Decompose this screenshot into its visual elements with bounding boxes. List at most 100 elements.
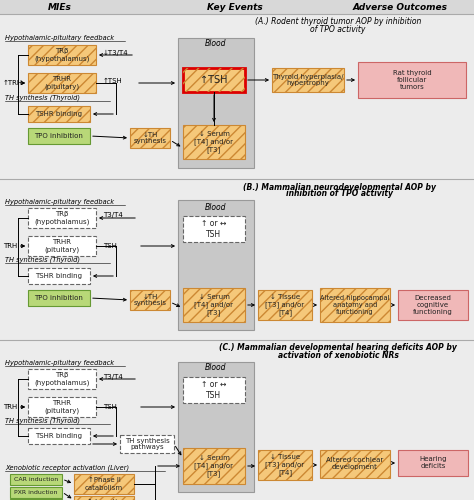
- Text: ↑TSH: ↑TSH: [200, 75, 228, 85]
- Bar: [10, 487, 62, 498]
- Bar: [28, 268, 90, 284]
- Bar: [398, 450, 468, 476]
- Text: Altered hippocampal
anatomy and
functioning: Altered hippocampal anatomy and function…: [320, 295, 390, 315]
- Bar: [74, 496, 134, 500]
- Bar: [130, 290, 170, 310]
- Text: ↓ Tissue
[T3] and/or
[T4]: ↓ Tissue [T3] and/or [T4]: [265, 294, 305, 316]
- Text: (B.) Mammalian neurodevelopmental AOP by: (B.) Mammalian neurodevelopmental AOP by: [244, 182, 437, 192]
- Text: ↓ Serum
[T4] and/or
[T3]: ↓ Serum [T4] and/or [T3]: [194, 455, 234, 477]
- Bar: [183, 125, 245, 159]
- Bar: [10, 474, 62, 485]
- Text: T3/T4: T3/T4: [103, 374, 123, 380]
- Bar: [28, 73, 96, 93]
- Bar: [358, 62, 466, 98]
- Bar: [130, 290, 170, 310]
- Text: TRHR
(pituitary): TRHR (pituitary): [45, 240, 80, 253]
- Bar: [74, 474, 134, 494]
- Text: TH synthesis (Thyroid): TH synthesis (Thyroid): [5, 94, 80, 102]
- Text: Blood: Blood: [205, 364, 227, 372]
- Bar: [28, 428, 90, 444]
- Bar: [28, 208, 96, 228]
- Text: Key Events: Key Events: [207, 2, 263, 12]
- Bar: [74, 474, 134, 494]
- Bar: [28, 106, 90, 122]
- Text: Xenobiotic receptor activation (Liver): Xenobiotic receptor activation (Liver): [5, 464, 129, 471]
- Text: Blood: Blood: [205, 40, 227, 48]
- Text: T3/T4: T3/T4: [103, 212, 123, 218]
- Text: TRHR
(pituitary): TRHR (pituitary): [45, 76, 80, 90]
- Text: ↑ or ↔
TSH: ↑ or ↔ TSH: [201, 380, 227, 400]
- Text: TSH: TSH: [103, 404, 117, 410]
- Text: TRβ
(hypothalamus): TRβ (hypothalamus): [34, 211, 90, 225]
- Bar: [130, 128, 170, 148]
- Bar: [258, 450, 312, 480]
- Bar: [398, 290, 468, 320]
- Bar: [28, 236, 96, 256]
- Bar: [28, 106, 90, 122]
- Text: ↓ Tissue
[T3] and/or
[T4]: ↓ Tissue [T3] and/or [T4]: [265, 454, 305, 476]
- Text: TH synthesis (Thyroid): TH synthesis (Thyroid): [5, 418, 80, 424]
- Bar: [28, 397, 96, 417]
- Bar: [258, 290, 312, 320]
- Bar: [183, 377, 245, 403]
- Bar: [183, 125, 245, 159]
- Text: TRβ
(hypothalamus): TRβ (hypothalamus): [34, 372, 90, 386]
- Bar: [320, 450, 390, 478]
- Text: inhibition of TPO activity: inhibition of TPO activity: [286, 190, 393, 198]
- Bar: [0, 179, 474, 340]
- Text: TRHR
(pituitary): TRHR (pituitary): [45, 400, 80, 414]
- Bar: [320, 288, 390, 322]
- Text: Thyroid hyperplasia/
hypertrophy: Thyroid hyperplasia/ hypertrophy: [272, 74, 344, 86]
- Text: Rat thyroid
follicular
tumors: Rat thyroid follicular tumors: [392, 70, 431, 90]
- Bar: [258, 450, 312, 480]
- Text: Hypothalamic-pituitary feedback: Hypothalamic-pituitary feedback: [5, 199, 114, 205]
- Text: (A.) Rodent thyroid tumor AOP by inhibition: (A.) Rodent thyroid tumor AOP by inhibit…: [255, 18, 421, 26]
- Text: ↑Phase II
catabolism: ↑Phase II catabolism: [85, 478, 123, 490]
- Text: ↓ Serum
[T4] and/or
[T3]: ↓ Serum [T4] and/or [T3]: [194, 294, 234, 316]
- Bar: [183, 68, 245, 92]
- Bar: [183, 288, 245, 322]
- Bar: [272, 68, 344, 92]
- Text: ↑TRH: ↑TRH: [3, 80, 23, 86]
- Text: activation of xenobiotic NRs: activation of xenobiotic NRs: [278, 350, 399, 360]
- Bar: [183, 68, 245, 92]
- Bar: [10, 499, 62, 500]
- Text: TSHR binding: TSHR binding: [36, 433, 82, 439]
- Text: MIEs: MIEs: [48, 2, 72, 12]
- Bar: [0, 0, 474, 14]
- Text: ↑ hepatic
transport: ↑ hepatic transport: [87, 498, 121, 500]
- Text: TPO inhibition: TPO inhibition: [35, 295, 83, 301]
- Text: ↑ or ↔
TSH: ↑ or ↔ TSH: [201, 220, 227, 238]
- Bar: [178, 362, 254, 492]
- Text: Decreased
cognitive
functioning: Decreased cognitive functioning: [413, 295, 453, 315]
- Bar: [320, 450, 390, 478]
- Bar: [28, 128, 90, 144]
- Bar: [320, 288, 390, 322]
- Text: Altered cochlear
development: Altered cochlear development: [327, 458, 383, 470]
- Text: TSHR binding: TSHR binding: [36, 273, 82, 279]
- Bar: [178, 38, 254, 168]
- Bar: [183, 448, 245, 484]
- Text: TRH: TRH: [3, 404, 17, 410]
- Bar: [272, 68, 344, 92]
- Bar: [28, 73, 96, 93]
- Text: ↓TH
synthesis: ↓TH synthesis: [134, 294, 166, 306]
- Text: Hypothalamic-pituitary feedback: Hypothalamic-pituitary feedback: [5, 35, 114, 41]
- Text: TH synthesis
pathways: TH synthesis pathways: [125, 438, 169, 450]
- Bar: [28, 290, 90, 306]
- Text: Hearing
deficits: Hearing deficits: [419, 456, 447, 469]
- Bar: [183, 448, 245, 484]
- Text: ↓TH
synthesis: ↓TH synthesis: [134, 132, 166, 144]
- Text: ↑TSH: ↑TSH: [103, 78, 123, 84]
- Text: (C.) Mammalian developmental hearing deficits AOP by: (C.) Mammalian developmental hearing def…: [219, 344, 457, 352]
- Bar: [0, 14, 474, 179]
- Text: ↓T3/T4: ↓T3/T4: [103, 50, 128, 56]
- Text: TSHR binding: TSHR binding: [36, 111, 82, 117]
- Text: of TPO activity: of TPO activity: [310, 24, 365, 34]
- Text: TSH: TSH: [103, 243, 117, 249]
- Bar: [178, 200, 254, 330]
- Bar: [28, 45, 96, 65]
- Bar: [0, 340, 474, 500]
- Text: PXR induction: PXR induction: [14, 490, 58, 495]
- Text: TRβ
(hypothalamus): TRβ (hypothalamus): [34, 48, 90, 62]
